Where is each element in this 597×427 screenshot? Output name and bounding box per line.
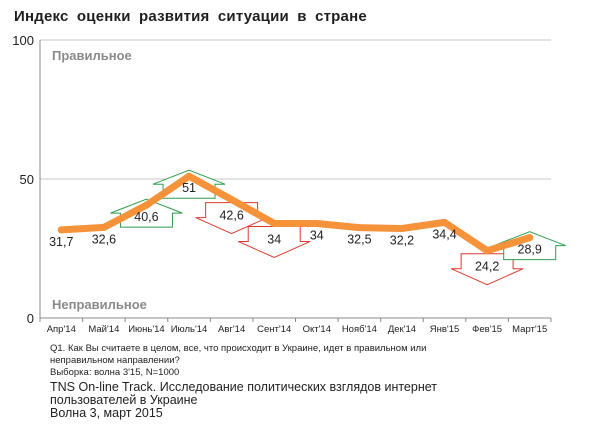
data-label: 31,7 (49, 235, 73, 249)
data-label: 32,6 (92, 232, 116, 246)
question-text-line1: Q1. Как Вы считаете в целом, все, что пр… (50, 343, 427, 354)
x-tick-label: Авг'14 (218, 324, 245, 335)
y-axis: 0 50 100 (12, 33, 41, 326)
data-label: 32,2 (390, 233, 414, 247)
x-tick-label: Нояб'14 (342, 324, 377, 335)
data-point (185, 172, 193, 180)
grid-lines (40, 39, 551, 180)
x-tick-label: Дек'14 (388, 324, 416, 335)
data-point (313, 219, 321, 227)
data-label: 24,2 (475, 260, 499, 274)
x-tick-label: Фев'15 (472, 324, 502, 335)
data-label: 40,6 (134, 210, 158, 224)
source-line3: Волна 3, март 2015 (50, 406, 163, 420)
data-label: 51 (182, 181, 196, 195)
data-point (228, 196, 236, 204)
data-labels: 31,7 32,6 40,6 51 42,6 34 34 32,5 32,2 34,4 24,2 28… (49, 181, 542, 274)
data-label: 34,4 (432, 227, 456, 241)
data-point (142, 201, 150, 209)
data-point (270, 219, 278, 227)
x-tick-label: Окт'14 (303, 324, 331, 335)
data-point (526, 234, 534, 242)
source-line2: пользователей в Украине (50, 393, 198, 407)
sample-text: Выборка: волна 3'15, N=1000 (50, 367, 180, 378)
x-tick-label: Апр'14 (47, 324, 76, 335)
data-label: 34 (310, 228, 324, 242)
series-line (57, 172, 534, 255)
y-tick-label: 100 (12, 33, 34, 48)
data-label: 42,6 (219, 209, 243, 223)
series-line-path (57, 172, 534, 255)
up-arrow-icon (110, 198, 183, 228)
data-point (483, 247, 491, 255)
data-point (100, 223, 108, 231)
x-tick-label: Июль'14 (171, 324, 208, 335)
x-tick-label: Май'14 (88, 324, 119, 335)
x-tick-label: Июнь'14 (128, 324, 165, 335)
data-point (355, 224, 363, 232)
data-point (57, 226, 65, 234)
x-axis: Апр'14 Май'14 Июнь'14 Июль'14 Авг'14 Сент'14 О… (39, 317, 552, 335)
chart-title: Индекс оценки развития ситуации в стране (14, 8, 367, 25)
x-tick-label: Март'15 (512, 324, 547, 335)
down-arrow-icon (238, 225, 311, 259)
y-tick-label: 0 (27, 311, 34, 326)
data-label: 28,9 (518, 243, 542, 257)
bottom-zone-label: Неправильное (52, 297, 147, 312)
data-label: 34 (267, 232, 281, 246)
x-tick-label: Сент'14 (257, 324, 291, 335)
source-line1: TNS On-line Track. Исследование политиче… (50, 380, 438, 394)
data-label: 32,5 (347, 233, 371, 247)
data-point (398, 224, 406, 232)
question-text-line2: неправильном направлении? (50, 355, 180, 366)
y-tick-label: 50 (20, 172, 34, 187)
x-tick-label: Янв'15 (430, 324, 460, 335)
top-zone-label: Правильное (52, 48, 132, 63)
data-point (441, 218, 449, 226)
